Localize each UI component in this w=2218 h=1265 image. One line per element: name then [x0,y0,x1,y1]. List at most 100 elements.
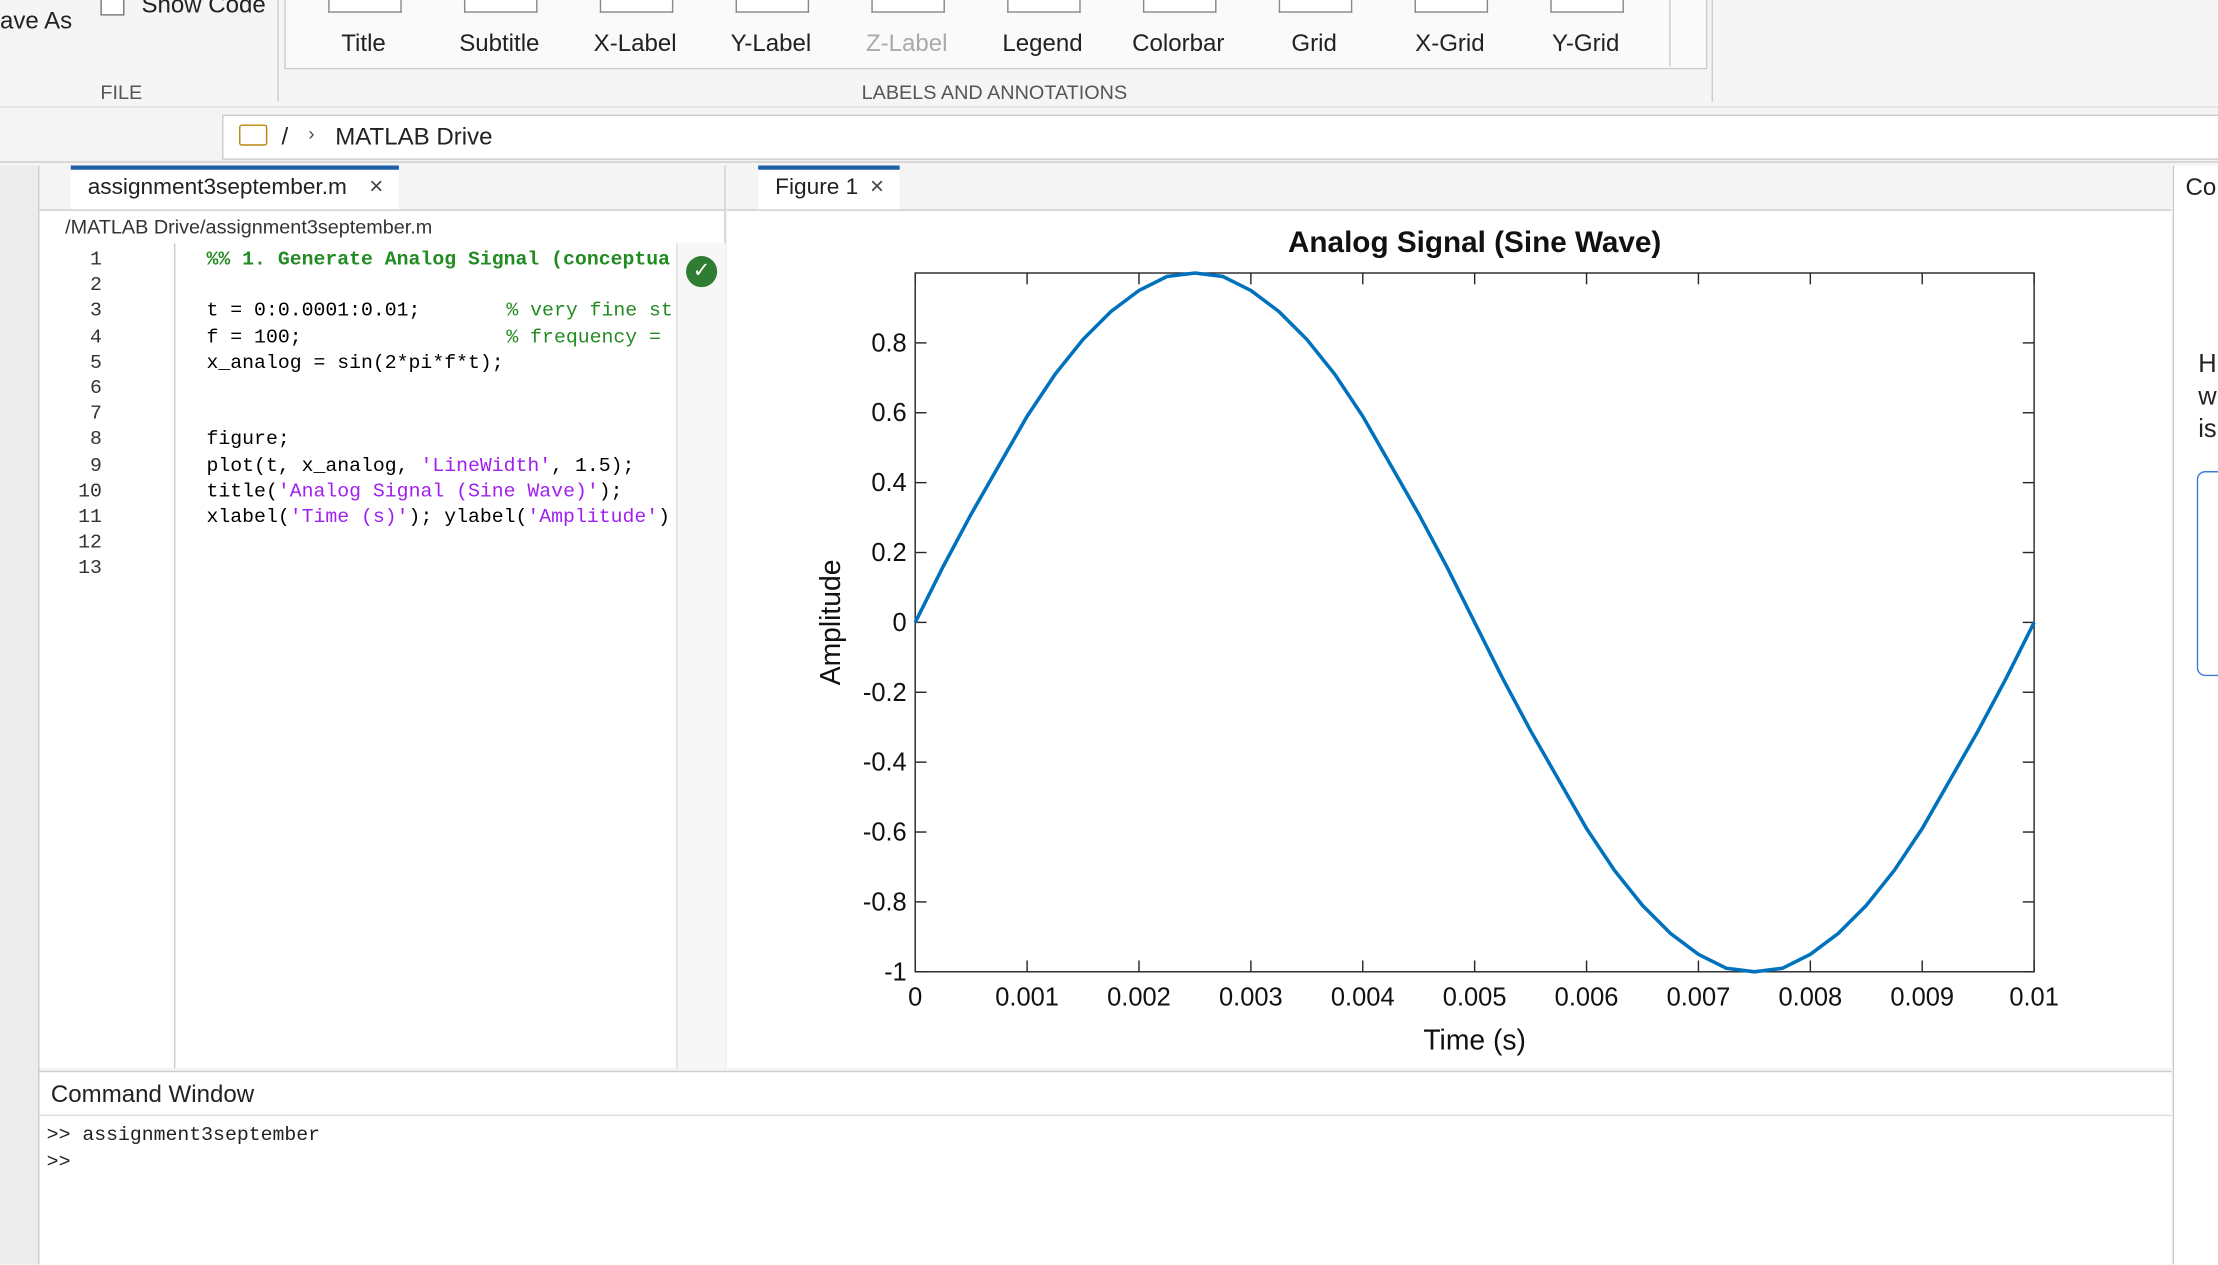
code-line: figure; [207,429,290,452]
show-code-label[interactable]: Show Code [141,0,266,19]
ribbon-icon [1550,0,1624,13]
x-tick-label: 0.002 [1107,984,1171,1012]
line-number: 13 [78,557,102,581]
y-axis-label: Amplitude [814,560,846,686]
separator [277,0,279,102]
y-tick-label: -0.8 [863,888,907,916]
x-tick-label: 0.006 [1555,984,1619,1012]
ribbon-icon [328,0,402,13]
ribbon-button[interactable]: Colorbar [1132,29,1225,57]
section-label: LABELS AND ANNOTATIONS [861,80,1128,104]
x-tick-label: 0.005 [1443,984,1507,1012]
code-string: 'LineWidth' [420,454,552,478]
status-ok-icon: ✓ [686,256,718,288]
save-as-label[interactable]: ave As [0,7,73,34]
code-text: figure; [206,429,290,452]
code-text: t = 0:0.0001:0.01; [206,300,421,324]
right-text: H [2198,349,2217,378]
code-line: t = 0:0.0001:0.01; % very fine st [206,300,673,324]
code-line: %% 1. Generate Analog Signal (conceptua [207,249,670,272]
code-text: ) [658,506,671,530]
ribbon-button[interactable]: Subtitle [459,29,540,57]
line-number: 5 [89,351,102,375]
x-tick-label: 0.003 [1219,984,1283,1012]
editor-tab[interactable] [70,165,399,210]
line-number: 8 [89,429,102,452]
y-tick-label: 0.8 [871,329,906,357]
command-line: >> assignment3september [46,1124,321,1148]
x-tick-label: 0.009 [1890,984,1954,1012]
ribbon-button[interactable]: X-Label [593,29,677,57]
code-line: xlabel('Time (s)'); ylabel('Amplitude') [207,506,671,529]
signal-line [913,271,2036,974]
ribbon-icon [1007,0,1081,13]
y-tick-label: -1 [884,958,907,986]
code-text: plot(t, x_analog, [206,454,421,478]
ribbon-button[interactable]: Title [341,29,386,57]
code-string: 'Time (s)' [289,506,409,530]
ribbon-icon [463,0,538,13]
path-folder[interactable]: MATLAB Drive [335,123,493,150]
ribbon-expand[interactable] [1669,0,1706,67]
scroll-gutter [676,243,726,1068]
code-comment: % very fine st [506,300,673,324]
ribbon-icon [871,0,945,13]
separator [39,1114,2172,1117]
code-string: 'Analog Signal (Sine Wave)' [277,480,599,504]
figure-tab[interactable] [758,165,900,210]
right-panel [2172,165,2218,1265]
code-text: f = 100; [206,326,302,349]
editor-tab-title[interactable]: assignment3september.m [87,175,347,200]
code-comment: % frequency = [506,326,661,349]
line-number: 2 [89,274,102,298]
ribbon-button[interactable]: Grid [1291,29,1337,57]
ribbon-button[interactable]: Legend [1002,29,1083,57]
line-number: 6 [89,377,102,401]
line-number: 7 [89,403,102,427]
close-icon[interactable]: × [369,172,384,200]
folder-icon [239,124,268,146]
code-text: ); [598,480,623,504]
checkbox[interactable] [100,0,125,16]
ribbon-button[interactable]: Z-Label [865,29,948,57]
gutter-line [173,243,176,1068]
figure-tabbar [727,165,2172,211]
right-panel-box [2196,471,2218,677]
code-string: 'Amplitude' [527,506,659,530]
y-tick-label: 0 [893,609,907,637]
y-tick-label: -0.6 [863,819,907,847]
ribbon-button[interactable]: Y-Label [730,29,812,57]
ribbon-icon [1278,0,1353,13]
x-axis-label: Time (s) [1423,1024,1526,1056]
x-tick-label: 0.01 [2009,984,2059,1012]
line-number: 3 [89,300,102,324]
ribbon-button[interactable]: Y-Grid [1552,29,1620,57]
chart-title: Analog Signal (Sine Wave) [1288,226,1661,259]
x-tick-label: 0.007 [1667,984,1731,1012]
ribbon-button[interactable]: X-Grid [1415,29,1485,57]
ribbon-icon [1142,0,1217,13]
address-field[interactable] [222,114,2218,160]
command-window-title: Command Window [50,1080,255,1108]
code-text: xlabel( [206,506,290,530]
code-text: ); ylabel( [408,506,528,530]
x-tick-label: 0.001 [995,984,1059,1012]
separator [1711,0,1714,102]
x-tick-label: 0.008 [1778,984,1842,1012]
line-number: 1 [89,248,102,272]
sidebar [0,165,40,1265]
close-icon[interactable]: × [869,172,884,200]
ribbon-icon [1414,0,1489,13]
chevron: › [308,123,315,145]
figure-tab-title[interactable]: Figure 1 [775,175,859,200]
code-text: title( [206,480,278,504]
line-number: 9 [89,454,102,478]
right-text: is [2198,414,2217,443]
code-line: title('Analog Signal (Sine Wave)'); [207,481,623,504]
y-tick-label: -0.2 [863,679,907,707]
x-tick-label: 0 [908,984,922,1012]
right-tab[interactable]: Co [2185,173,2217,201]
figure-axes: Analog Signal (Sine Wave) Time (s) Amplitu… [814,226,2059,1056]
